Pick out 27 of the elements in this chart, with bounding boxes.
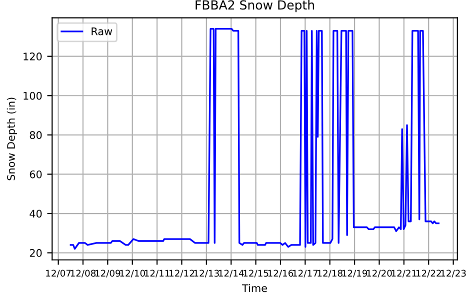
x-tick-label: 12/18 bbox=[318, 270, 342, 278]
y-tick-label: 80 bbox=[30, 131, 42, 140]
x-axis-title: Time bbox=[242, 284, 267, 292]
x-tick-label: 12/10 bbox=[120, 270, 145, 278]
x-tick-label: 12/22 bbox=[416, 270, 441, 278]
x-tick-label: 12/08 bbox=[70, 270, 96, 278]
chart-title: FBBA2 Snow Depth bbox=[196, 0, 314, 12]
x-tick-label: 12/21 bbox=[392, 270, 416, 278]
x-tick-label: 12/09 bbox=[95, 270, 120, 278]
y-tick-label: 60 bbox=[30, 170, 42, 178]
y-tick-label: 100 bbox=[24, 92, 42, 100]
x-tick-label: 12/14 bbox=[218, 270, 244, 278]
y-axis-title: Snow Depth (in) bbox=[6, 98, 17, 180]
x-tick-label: 12/23 bbox=[441, 270, 466, 278]
y-tick-label: 120 bbox=[24, 52, 42, 60]
x-tick-label: 12/16 bbox=[268, 270, 294, 278]
x-tick-label: 12/17 bbox=[292, 270, 318, 278]
x-tick-label: 12/19 bbox=[342, 270, 368, 278]
x-tick-label: 12/07 bbox=[46, 270, 71, 278]
x-tick-label: 12/15 bbox=[244, 270, 268, 278]
legend-label: Raw bbox=[92, 28, 112, 36]
y-tick-label: 40 bbox=[30, 210, 42, 218]
y-tick-label: 20 bbox=[30, 249, 42, 257]
x-tick-label: 12/20 bbox=[367, 270, 392, 278]
x-tick-label: 12/12 bbox=[170, 270, 194, 278]
x-tick-label: 12/11 bbox=[144, 270, 170, 278]
x-tick-label: 12/13 bbox=[194, 270, 219, 278]
